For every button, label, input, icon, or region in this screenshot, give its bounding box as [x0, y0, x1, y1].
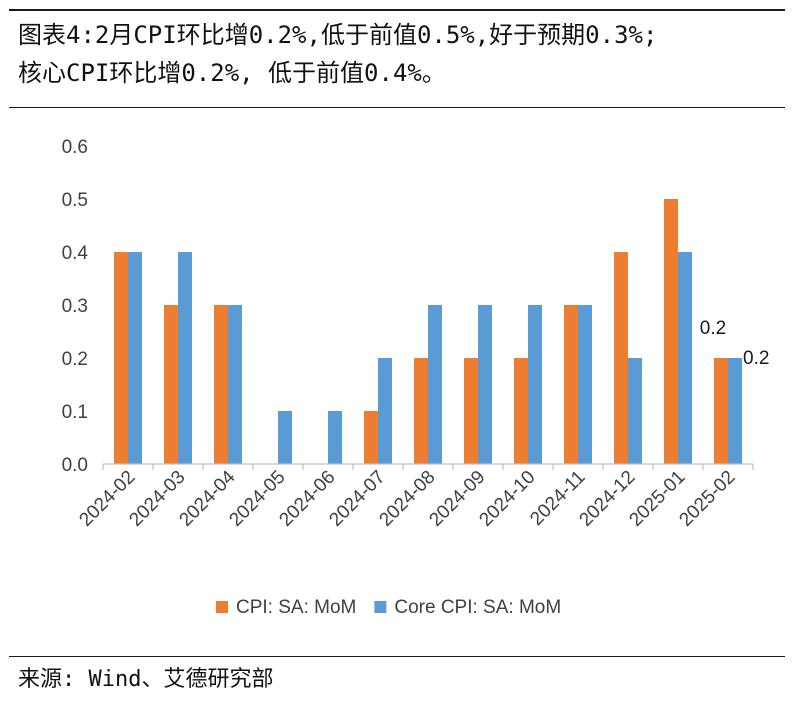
bar-core-cpi	[578, 305, 592, 464]
bar-cpi	[214, 305, 228, 464]
y-tick-label: 0.5	[62, 190, 88, 211]
y-tick-label: 0.3	[62, 296, 88, 317]
bar-cpi	[714, 358, 728, 464]
legend-swatch-cpi	[216, 601, 228, 613]
title-rule	[9, 107, 785, 108]
x-tick-label: 2024-10	[475, 467, 539, 531]
bar-cpi	[164, 305, 178, 464]
legend-label-cpi: CPI: SA: MoM	[236, 597, 356, 618]
bar-core-cpi	[678, 252, 692, 464]
chart-title: 图表4:2月CPI环比增0.2%,低于前值0.5%,好于预期0.3%; 核心CP…	[18, 16, 788, 92]
y-tick-label: 0.2	[62, 349, 88, 370]
data-label: 0.2	[700, 318, 726, 339]
bar-core-cpi	[128, 252, 142, 464]
bar-core-cpi	[328, 411, 342, 464]
bar-core-cpi	[528, 305, 542, 464]
top-rule	[9, 9, 785, 11]
x-tick-label: 2025-02	[675, 467, 739, 531]
source-note: 来源: Wind、艾德研究部	[18, 667, 274, 692]
y-tick-label: 0.0	[62, 455, 88, 476]
bar-cpi	[464, 358, 478, 464]
bottom-rule	[9, 656, 785, 657]
bar-cpi	[364, 411, 378, 464]
legend-label-core-cpi: Core CPI: SA: MoM	[394, 597, 561, 618]
bar-cpi	[664, 199, 678, 464]
bar-cpi	[514, 358, 528, 464]
y-tick-label: 0.1	[62, 402, 88, 423]
bar-core-cpi	[628, 358, 642, 464]
bar-cpi	[114, 252, 128, 464]
data-label: 0.2	[743, 348, 769, 369]
bar-cpi	[414, 358, 428, 464]
bar-core-cpi	[728, 358, 742, 464]
bar-core-cpi	[178, 252, 192, 464]
bar-core-cpi	[278, 411, 292, 464]
bar-core-cpi	[478, 305, 492, 464]
bar-core-cpi	[428, 305, 442, 464]
legend-swatch-core-cpi	[374, 601, 387, 613]
bar-chart: 0.00.10.20.30.40.50.62024-022024-032024-…	[62, 137, 770, 618]
y-tick-label: 0.6	[62, 137, 88, 158]
title-line-1: 图表4:2月CPI环比增0.2%,低于前值0.5%,好于预期0.3%;	[18, 21, 658, 49]
bar-core-cpi	[228, 305, 242, 464]
bar-core-cpi	[378, 358, 392, 464]
bar-cpi	[564, 305, 578, 464]
y-tick-label: 0.4	[62, 243, 89, 264]
bar-cpi	[614, 252, 628, 464]
title-line-2: 核心CPI环比增0.2%, 低于前值0.4%。	[18, 59, 446, 87]
